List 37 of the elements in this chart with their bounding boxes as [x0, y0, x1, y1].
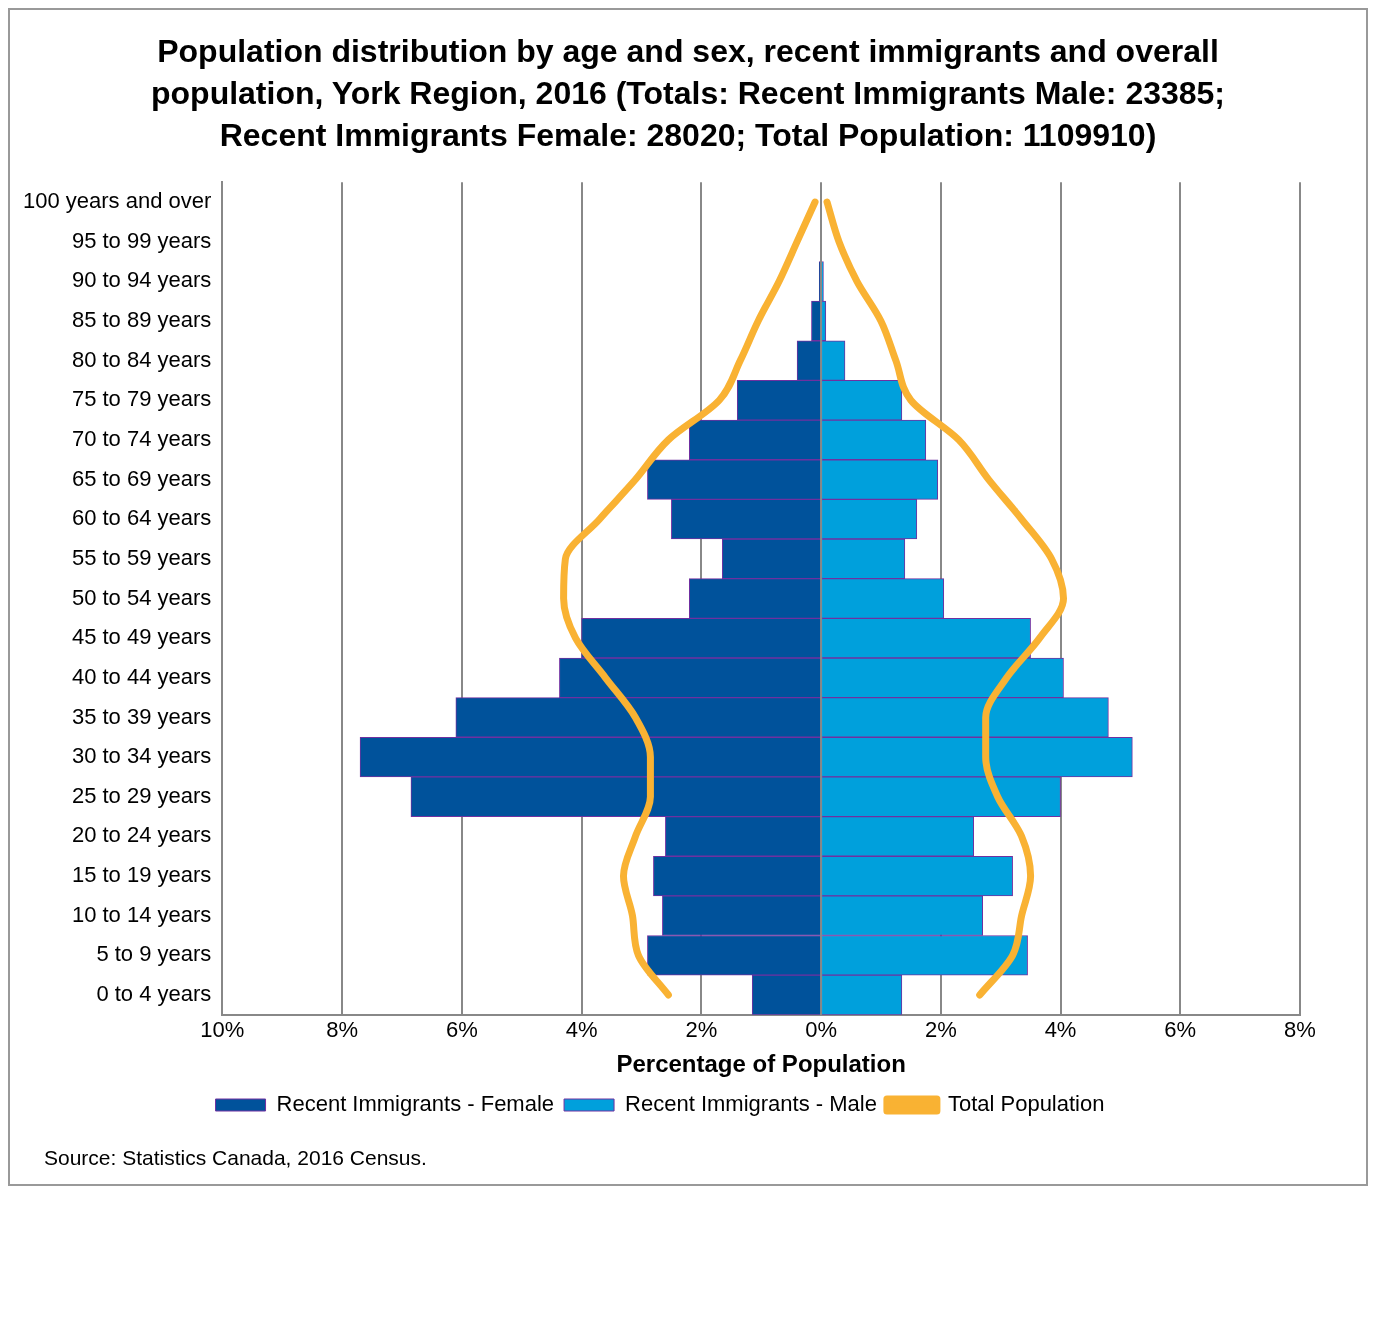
- x-tick-label: 0%: [805, 1017, 837, 1043]
- y-tick-label: 75 to 79 years: [71, 386, 212, 412]
- y-tick-label: 85 to 89 years: [71, 307, 212, 333]
- y-tick-label: 15 to 19 years: [71, 862, 212, 888]
- y-tick-label: 100 years and over: [23, 188, 212, 214]
- y-tick-label: 40 to 44 years: [71, 663, 212, 689]
- x-tick-label: 10%: [200, 1017, 245, 1043]
- y-tick-label: 25 to 29 years: [71, 782, 212, 808]
- y-tick-label: 35 to 39 years: [71, 703, 212, 729]
- y-tick-label: 55 to 59 years: [71, 544, 212, 570]
- y-tick-label: 45 to 49 years: [71, 624, 212, 650]
- y-tick-label: 80 to 84 years: [71, 346, 212, 372]
- x-tick-label: 6%: [445, 1017, 478, 1043]
- x-tick-label: 6%: [1164, 1017, 1197, 1043]
- y-tick-label: 90 to 94 years: [71, 267, 212, 293]
- x-tick-label: 2%: [685, 1017, 718, 1043]
- x-tick-label: 4%: [565, 1017, 598, 1043]
- y-tick-label: 65 to 69 years: [71, 465, 212, 491]
- x-tick-label: 8%: [1284, 1017, 1316, 1043]
- source-note: Source: Statistics Canada, 2016 Census.: [43, 1145, 428, 1171]
- chart-title: Population distribution by age and sex, recent immigrants and overall population, York Region, 2016 (Totals: Recent Immigrants Male: 23385; Recent Immigrants Female: 28020; Total Population: 1109910): [150, 32, 1226, 155]
- y-tick-label: 20 to 24 years: [71, 822, 212, 848]
- y-tick-label: 30 to 34 years: [71, 743, 212, 769]
- legend-label: Total Population: [947, 1091, 1105, 1117]
- y-tick-label: 60 to 64 years: [71, 505, 212, 531]
- y-tick-label: 50 to 54 years: [71, 584, 212, 610]
- y-tick-label: 70 to 74 years: [71, 425, 212, 451]
- y-tick-label: 95 to 99 years: [71, 227, 212, 253]
- y-tick-label: 0 to 4 years: [96, 981, 212, 1007]
- legend-label: Recent Immigrants - Male: [625, 1091, 877, 1117]
- x-tick-label: 4%: [1044, 1017, 1077, 1043]
- x-tick-label: 2%: [924, 1017, 957, 1043]
- x-axis-title: Percentage of Population: [616, 1050, 906, 1078]
- legend-label: Recent Immigrants - Female: [276, 1091, 555, 1117]
- y-tick-label: 5 to 9 years: [96, 941, 212, 967]
- y-tick-label: 10 to 14 years: [71, 901, 212, 927]
- x-tick-label: 8%: [326, 1017, 358, 1043]
